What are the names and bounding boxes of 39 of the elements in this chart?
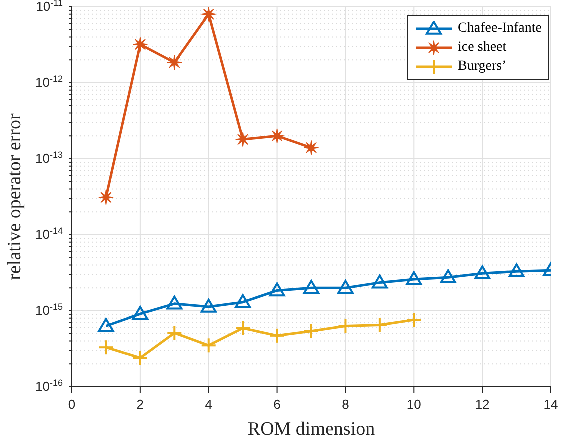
point bbox=[236, 132, 250, 147]
point bbox=[200, 298, 217, 313]
point bbox=[132, 306, 148, 320]
point bbox=[440, 270, 456, 284]
y-tick-label: 10$^{-12}$ bbox=[36, 74, 63, 90]
x-tick-label: 4 bbox=[205, 397, 212, 412]
legend-label: Chafee-Infante bbox=[458, 20, 542, 36]
y-axis-title: relative operator error bbox=[4, 112, 26, 280]
y-tick-label: 10$^{-15}$ bbox=[36, 302, 63, 318]
point bbox=[98, 318, 114, 332]
point bbox=[201, 7, 216, 22]
point bbox=[304, 140, 319, 156]
point bbox=[133, 37, 148, 52]
x-tick-label: 8 bbox=[342, 397, 350, 412]
x-tick-label: 0 bbox=[68, 397, 76, 412]
point bbox=[269, 282, 286, 297]
point bbox=[372, 274, 388, 289]
y-tick-label: 10$^{-11}$ bbox=[36, 0, 63, 14]
point bbox=[166, 296, 183, 310]
x-axis-title: ROM dimension bbox=[248, 419, 376, 437]
point bbox=[338, 280, 354, 294]
point bbox=[235, 294, 252, 308]
point bbox=[508, 264, 525, 278]
point bbox=[167, 55, 182, 70]
point bbox=[98, 190, 114, 206]
legend-label: Burgers’ bbox=[458, 58, 507, 74]
x-tick-label: 12 bbox=[475, 397, 490, 412]
y-tick-label: 10$^{-13}$ bbox=[36, 150, 63, 166]
x-tick-label: 14 bbox=[544, 397, 558, 412]
x-tick-label: 6 bbox=[274, 397, 281, 412]
x-tick-label: 10 bbox=[406, 397, 422, 412]
x-tick-label: 2 bbox=[136, 397, 144, 412]
legend-label: ice sheet bbox=[458, 40, 507, 56]
point bbox=[474, 266, 491, 280]
point bbox=[270, 128, 285, 144]
point bbox=[406, 271, 422, 286]
y-tick-label: 10$^{-14}$ bbox=[36, 226, 63, 242]
y-tick-label: 10$^{-16}$ bbox=[36, 378, 63, 394]
point bbox=[304, 280, 320, 294]
